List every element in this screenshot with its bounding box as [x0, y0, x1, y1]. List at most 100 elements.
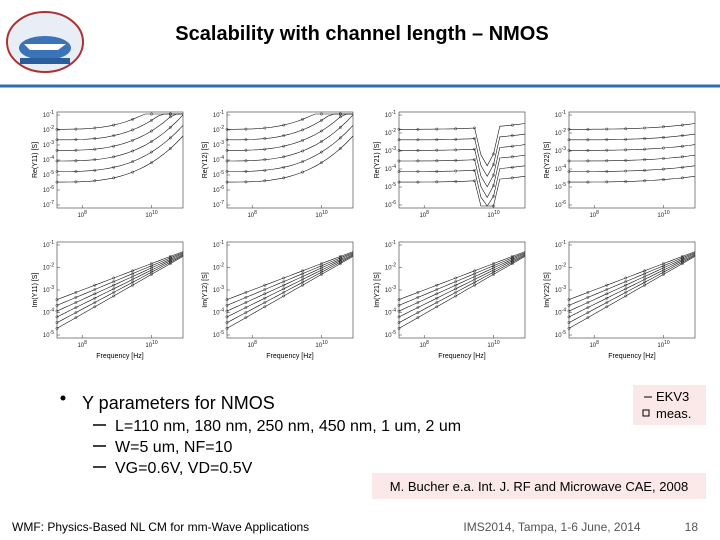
marker [74, 306, 78, 309]
y-tick-label: 10-4 [385, 308, 396, 317]
y-tick-label: 10-3 [555, 285, 566, 294]
marker [492, 194, 495, 198]
tick-exponent: -4 [392, 308, 397, 314]
marker [93, 137, 97, 141]
curve [568, 254, 696, 318]
marker [473, 272, 476, 276]
tick-base: 10 [419, 343, 426, 349]
y-tick-label: 10-2 [555, 263, 566, 272]
marker [624, 290, 628, 294]
tick-exponent: -3 [392, 285, 397, 291]
legend-line-label: EKV3 [656, 389, 689, 404]
marker [55, 138, 59, 142]
curve [569, 144, 696, 151]
footer-left: WMF: Physics-Based NL CM for mm-Wave App… [12, 520, 309, 534]
marker [605, 288, 609, 291]
marker [643, 277, 646, 281]
marker [263, 168, 267, 172]
tick-base: 10 [657, 343, 664, 349]
footer-center: IMS2014, Tampa, 1-6 June, 2014 [463, 520, 641, 534]
marker [225, 303, 229, 307]
marker [586, 311, 590, 314]
marker [244, 148, 248, 152]
marker [74, 295, 78, 299]
tick-exponent: -2 [562, 263, 567, 269]
marker [301, 149, 304, 153]
marker [643, 158, 646, 162]
marker [454, 276, 458, 280]
tick-base: 10 [43, 311, 50, 317]
marker [131, 280, 135, 284]
y-axis-label: Re(Y22) [S] [544, 142, 551, 179]
curve [227, 125, 354, 172]
y-tick-label: 10-4 [385, 164, 396, 173]
y-tick-label: 10-3 [43, 140, 54, 149]
marker [567, 326, 571, 330]
marker [416, 180, 420, 184]
curve [227, 114, 354, 162]
marker [511, 262, 514, 265]
y-tick-label: 10-3 [213, 285, 224, 294]
marker [435, 138, 439, 142]
tick-base: 10 [487, 343, 494, 349]
marker [511, 123, 514, 127]
marker [643, 147, 646, 151]
curve [398, 251, 526, 300]
marker [586, 290, 590, 294]
marker [225, 138, 229, 142]
marker [416, 295, 420, 299]
curve [569, 133, 696, 141]
tick-exponent: 8 [254, 340, 257, 346]
marker [662, 272, 665, 276]
tick-base: 10 [315, 213, 322, 219]
marker [454, 290, 458, 294]
marker [131, 149, 135, 153]
tick-base: 10 [385, 288, 392, 294]
marker [397, 298, 401, 301]
marker [605, 305, 609, 309]
citation-box [372, 473, 706, 499]
marker [244, 159, 248, 163]
plot-frame [226, 241, 354, 339]
tick-base: 10 [77, 213, 84, 219]
marker [473, 168, 476, 172]
tick-base: 10 [385, 311, 392, 317]
marker [301, 170, 304, 174]
marker [567, 303, 571, 307]
tick-base: 10 [43, 266, 50, 272]
bullet-main: Y parameters for NMOS [82, 393, 275, 413]
marker [225, 315, 229, 319]
marker [511, 165, 514, 169]
marker [624, 280, 628, 283]
marker [435, 127, 439, 131]
marker [131, 170, 135, 174]
curve [226, 251, 354, 300]
curve [56, 252, 184, 306]
marker [112, 294, 116, 298]
marker [263, 137, 267, 141]
tick-exponent: -4 [562, 308, 567, 314]
y-tick-label: 10-6 [385, 200, 396, 209]
marker [263, 301, 267, 304]
marker [225, 127, 229, 131]
tick-base: 10 [145, 343, 152, 349]
marker [681, 123, 684, 127]
marker [282, 276, 286, 280]
marker [397, 315, 401, 319]
marker [150, 270, 153, 274]
marker [225, 170, 229, 173]
marker [624, 180, 628, 184]
marker [605, 292, 609, 296]
tick-exponent: -1 [50, 110, 55, 116]
marker [225, 321, 229, 324]
marker [93, 179, 97, 183]
tick-base: 10 [555, 185, 562, 191]
marker [397, 148, 401, 152]
tick-exponent: 10 [152, 210, 158, 216]
marker [112, 134, 116, 138]
curve [569, 165, 696, 172]
